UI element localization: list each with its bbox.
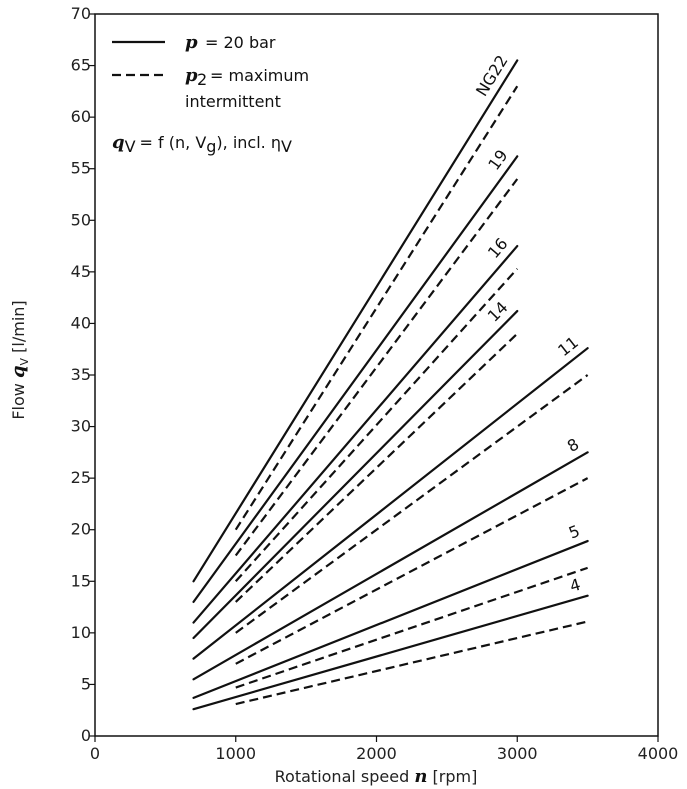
series-5-solid-line	[192, 539, 589, 699]
series-14-solid-line	[192, 309, 519, 640]
series-5-dashed-line	[235, 566, 588, 689]
y-tick-label-10: 10	[71, 623, 91, 642]
formula-q-sub: V	[125, 137, 136, 156]
y-tick-label-0: 0	[81, 726, 91, 745]
series-label-8: 8	[564, 434, 582, 456]
series-ng22-solid-line	[192, 59, 519, 583]
series-label-4: 4	[568, 575, 583, 596]
series-4-solid-line	[192, 594, 589, 711]
y-tick-label-30: 30	[71, 417, 91, 436]
y-tick-label-55: 55	[71, 159, 91, 178]
series-label-ng22: NG22	[472, 52, 512, 100]
legend-solid-symbol: p	[185, 32, 198, 53]
y-tick-label-20: 20	[71, 520, 91, 539]
series-11-dashed-line	[235, 374, 589, 634]
formula-tail: ), incl. η	[216, 133, 281, 152]
formula-v-sub: g	[206, 137, 216, 156]
formula-q: q	[112, 132, 125, 153]
legend-dashed-sub: 2	[197, 70, 207, 89]
y-tick-label-25: 25	[71, 468, 91, 487]
y-tick-label-50: 50	[71, 210, 91, 229]
series-19-dashed-line	[234, 178, 519, 557]
y-tick-label-5: 5	[81, 674, 91, 693]
x-axis-title: Rotational speed n [rpm]	[275, 766, 478, 787]
legend-dashed-symbol: p	[185, 65, 198, 86]
formula-eta-sub: V	[281, 137, 292, 156]
series-19-solid-line	[192, 155, 519, 604]
x-tick-label-2000: 2000	[356, 744, 397, 763]
x-tick-label-0: 0	[90, 744, 100, 763]
series-16-solid-line	[192, 244, 519, 624]
y-axis-title-sub: V	[18, 357, 31, 365]
y-axis-title-symbol: q	[8, 365, 29, 378]
y-tick-label-15: 15	[71, 571, 91, 590]
y-axis-title: Flow qV [l/min]	[8, 300, 32, 419]
y-tick-label-70: 70	[71, 4, 91, 23]
x-axis-title-text: Rotational speed	[275, 767, 410, 786]
legend-formula: qV = f (n, Vg), incl. ηV	[112, 132, 292, 156]
legend-solid-label: = 20 bar	[205, 33, 276, 52]
x-axis-title-unit: [rpm]	[433, 767, 478, 786]
x-tick-label-1000: 1000	[215, 744, 256, 763]
series-label-5: 5	[566, 521, 582, 542]
legend: p = 20 bar p 2 = maximum intermittent qV…	[112, 32, 309, 156]
series-14-dashed-line	[234, 332, 519, 603]
series-4-dashed-line	[235, 620, 588, 706]
series-8-solid-line	[192, 451, 589, 681]
y-axis-title-text: Flow	[9, 383, 28, 420]
y-tick-label-60: 60	[71, 107, 91, 126]
y-axis-title-unit: [l/min]	[9, 300, 28, 353]
legend-dashed-label: = maximum	[210, 66, 309, 85]
y-tick-label-45: 45	[71, 262, 91, 281]
series-8-dashed-line	[235, 477, 589, 665]
y-tick-label-65: 65	[71, 56, 91, 75]
plot-frame	[94, 13, 659, 737]
formula-rest: = f (n, V	[140, 133, 207, 152]
series-11-solid-line	[192, 347, 589, 660]
legend-dashed-label-2: intermittent	[185, 92, 281, 111]
y-tick-label-35: 35	[71, 365, 91, 384]
x-tick-label-3000: 3000	[497, 744, 538, 763]
series-ng22-dashed-line	[234, 85, 519, 531]
series-16-dashed-line	[234, 268, 519, 583]
x-tick-label-4000: 4000	[638, 744, 679, 763]
y-tick-label-40: 40	[71, 313, 91, 332]
x-axis-title-symbol: n	[414, 766, 427, 787]
